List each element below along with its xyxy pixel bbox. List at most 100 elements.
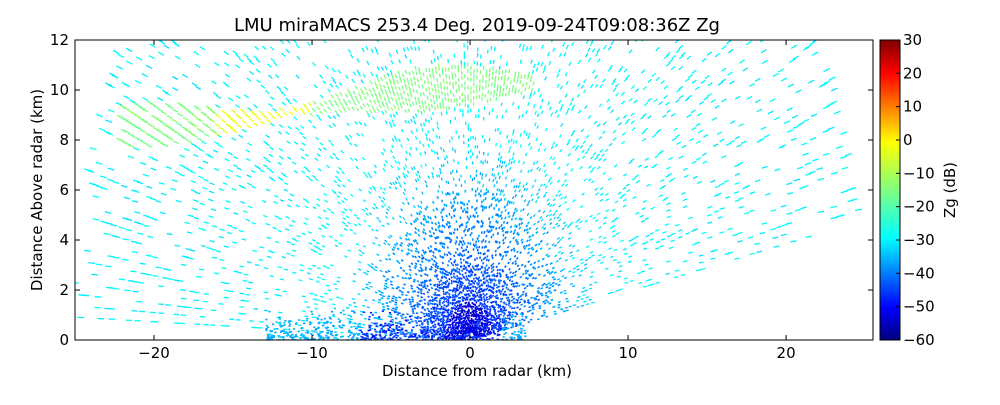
radar-gate [394, 304, 397, 305]
radar-gate [734, 192, 739, 194]
radar-gate [484, 298, 485, 300]
radar-gate [300, 149, 304, 152]
radar-gate [614, 249, 617, 250]
radar-gate [538, 260, 540, 262]
radar-gate [641, 220, 645, 222]
radar-gate [344, 209, 347, 211]
radar-gate [516, 225, 517, 227]
radar-gate [514, 79, 515, 83]
radar-gate [436, 70, 437, 74]
radar-gate [438, 320, 440, 321]
radar-gate [358, 269, 361, 270]
radar-gate [427, 324, 429, 325]
radar-gate [435, 292, 437, 293]
radar-gate [485, 267, 486, 269]
radar-gate [697, 113, 702, 116]
radar-gate [445, 298, 446, 300]
radar-gate [421, 285, 423, 286]
radar-gate [348, 100, 351, 103]
radar-gate [772, 237, 778, 238]
radar-gate [420, 282, 422, 283]
radar-gate [436, 309, 438, 310]
radar-gate [537, 193, 539, 196]
radar-gate [431, 99, 432, 103]
radar-gate [685, 79, 689, 82]
radar-gate [480, 308, 481, 310]
radar-gate [416, 248, 418, 250]
radar-gate [500, 89, 501, 93]
radar-gate [643, 286, 647, 287]
radar-gate [542, 227, 544, 229]
radar-gate [429, 138, 430, 141]
radar-gate [191, 181, 196, 183]
radar-gate [548, 52, 550, 56]
radar-gate [538, 299, 540, 300]
radar-gate [511, 139, 512, 142]
radar-gate [415, 66, 416, 70]
radar-gate [412, 291, 414, 292]
radar-gate [386, 93, 388, 97]
radar-gate [113, 50, 119, 53]
radar-gate [568, 153, 570, 156]
radar-gate [504, 251, 505, 253]
radar-gate [437, 317, 439, 318]
radar-gate [649, 268, 653, 269]
radar-gate [679, 55, 683, 58]
radar-gate [501, 224, 502, 226]
radar-gate [143, 225, 149, 226]
radar-gate [376, 207, 378, 209]
radar-gate [549, 273, 552, 274]
radar-gate [428, 216, 429, 218]
radar-gate [360, 311, 363, 312]
radar-gate [536, 228, 538, 230]
radar-gate [454, 273, 455, 275]
radar-gate [445, 157, 446, 160]
radar-gate [406, 151, 408, 154]
radar-gate [567, 142, 569, 145]
radar-gate [806, 173, 812, 175]
radar-gate [366, 284, 369, 285]
radar-gate [259, 259, 263, 260]
radar-gate [185, 222, 190, 223]
radar-gate [182, 137, 187, 139]
radar-gate [133, 148, 139, 150]
radar-gate [462, 299, 463, 301]
radar-gate [445, 270, 446, 272]
radar-gate [513, 141, 514, 144]
radar-gate [505, 310, 507, 311]
radar-gate [438, 56, 439, 60]
radar-gate [743, 68, 748, 71]
radar-gate [294, 117, 298, 120]
radar-gate [444, 149, 445, 152]
radar-gate [529, 236, 531, 238]
radar-gate [613, 260, 616, 261]
radar-gate [414, 167, 416, 170]
clutter-gate [457, 336, 459, 338]
radar-gate [180, 155, 185, 157]
radar-gate [420, 293, 422, 294]
radar-gate [448, 59, 449, 63]
radar-gate [599, 158, 602, 161]
radar-gate [418, 251, 420, 253]
radar-gate [508, 305, 510, 306]
radar-gate [423, 73, 424, 77]
radar-gate [300, 108, 304, 111]
radar-gate [458, 309, 459, 311]
radar-gate [681, 193, 685, 195]
radar-gate [463, 317, 464, 319]
radar-gate [386, 212, 388, 214]
radar-gate [565, 73, 567, 77]
radar-gate [435, 320, 437, 321]
radar-gate [447, 161, 448, 164]
radar-gate [490, 230, 491, 232]
radar-gate [285, 132, 289, 135]
radar-gate [430, 320, 432, 321]
radar-gate [558, 302, 561, 303]
radar-gate [461, 310, 462, 312]
radar-gate [398, 297, 400, 298]
radar-gate [698, 130, 702, 133]
radar-gate [513, 232, 514, 234]
radar-gate [247, 262, 252, 263]
radar-gate [187, 169, 192, 171]
radar-gate [546, 287, 548, 288]
